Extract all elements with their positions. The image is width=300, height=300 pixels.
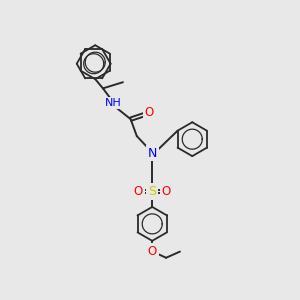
Text: N: N [148,146,157,160]
Text: O: O [161,185,171,198]
Text: NH: NH [105,98,121,108]
Text: O: O [134,185,143,198]
Text: O: O [145,106,154,119]
Text: O: O [148,245,157,258]
Text: S: S [148,185,156,198]
